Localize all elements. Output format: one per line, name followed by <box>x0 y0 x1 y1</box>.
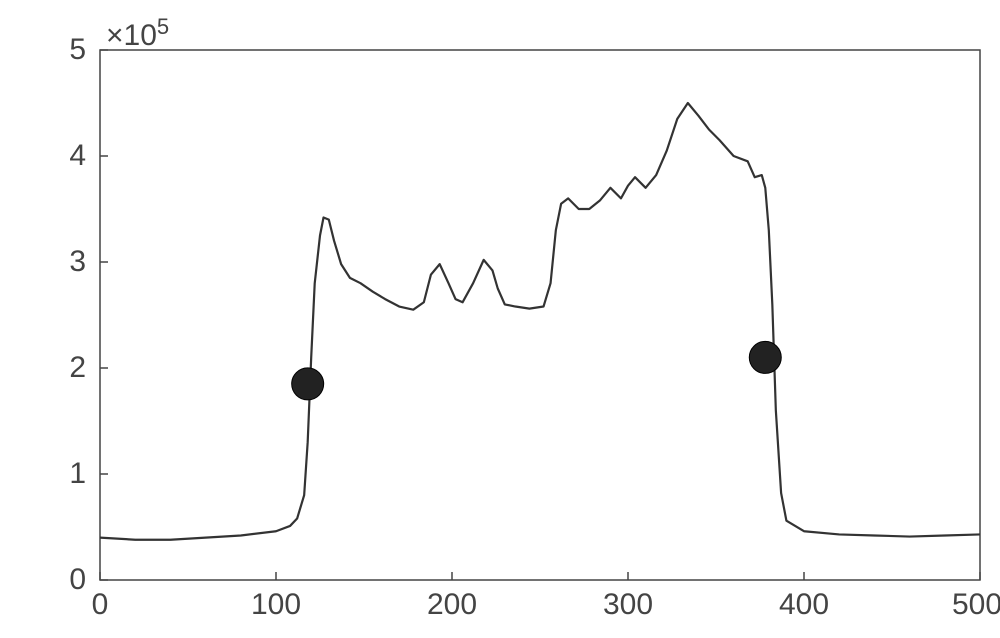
edge-marker-1 <box>749 341 781 373</box>
x-tick-label: 400 <box>779 588 829 622</box>
edge-marker-0 <box>292 368 324 400</box>
y-tick-label: 4 <box>69 139 86 173</box>
y-tick-label: 0 <box>69 563 86 597</box>
y-tick-label: 5 <box>69 33 86 67</box>
y-tick-label: 3 <box>69 245 86 279</box>
x-tick-label: 100 <box>251 588 301 622</box>
chart-container: ×105 0100200300400500 012345 <box>0 0 1000 638</box>
y-exponent-value: 5 <box>157 14 169 39</box>
y-exponent-prefix: ×10 <box>106 19 157 52</box>
y-tick-label: 1 <box>69 457 86 491</box>
x-tick-label: 0 <box>92 588 109 622</box>
line-chart <box>0 0 1000 638</box>
y-exponent-label: ×105 <box>106 14 169 53</box>
x-tick-label: 300 <box>603 588 653 622</box>
x-tick-label: 200 <box>427 588 477 622</box>
x-tick-label: 500 <box>952 588 1000 622</box>
y-tick-label: 2 <box>69 351 86 385</box>
